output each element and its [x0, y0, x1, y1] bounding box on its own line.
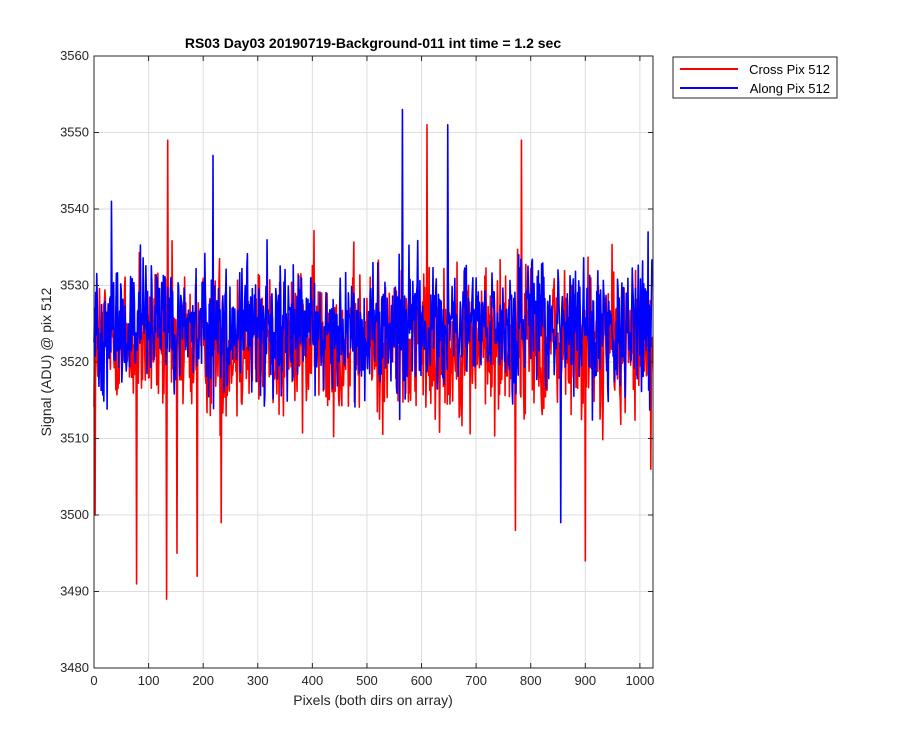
legend-box: [672, 56, 838, 99]
x-tick-label: 600: [411, 673, 433, 688]
x-tick-label: 400: [302, 673, 324, 688]
y-tick-label: 3490: [60, 584, 89, 599]
x-tick-label: 200: [192, 673, 214, 688]
x-tick-label: 900: [574, 673, 596, 688]
legend-label-along: Along Pix 512: [750, 81, 830, 96]
series-line-along: [93, 108, 654, 524]
y-tick-label: 3550: [60, 125, 89, 140]
legend-label-cross: Cross Pix 512: [749, 62, 830, 77]
y-tick-label: 3520: [60, 354, 89, 369]
axis-ticks: 0 100 200 300 400 500 600 700 800 900 1000 3480 3490…: [60, 48, 654, 688]
y-tick-label: 3500: [60, 507, 89, 522]
x-tick-label: 700: [465, 673, 487, 688]
y-tick-label: 3560: [60, 48, 89, 63]
y-tick-label: 3480: [60, 660, 89, 675]
x-tick-label: 300: [247, 673, 269, 688]
x-tick-label: 1000: [625, 673, 654, 688]
y-axis-label: Signal (ADU) @ pix 512: [38, 287, 54, 436]
legend: Cross Pix 512 Along Pix 512: [672, 56, 838, 99]
series-layer: [93, 108, 654, 600]
x-tick-label: 0: [90, 673, 97, 688]
chart-title: RS03 Day03 20190719-Background-011 int t…: [185, 35, 561, 51]
y-tick-label: 3510: [60, 431, 89, 446]
x-tick-label: 800: [520, 673, 542, 688]
y-tick-label: 3540: [60, 201, 89, 216]
x-axis-label: Pixels (both dirs on array): [293, 692, 453, 708]
x-tick-label: 500: [356, 673, 378, 688]
x-tick-label: 100: [138, 673, 160, 688]
y-tick-label: 3530: [60, 278, 89, 293]
